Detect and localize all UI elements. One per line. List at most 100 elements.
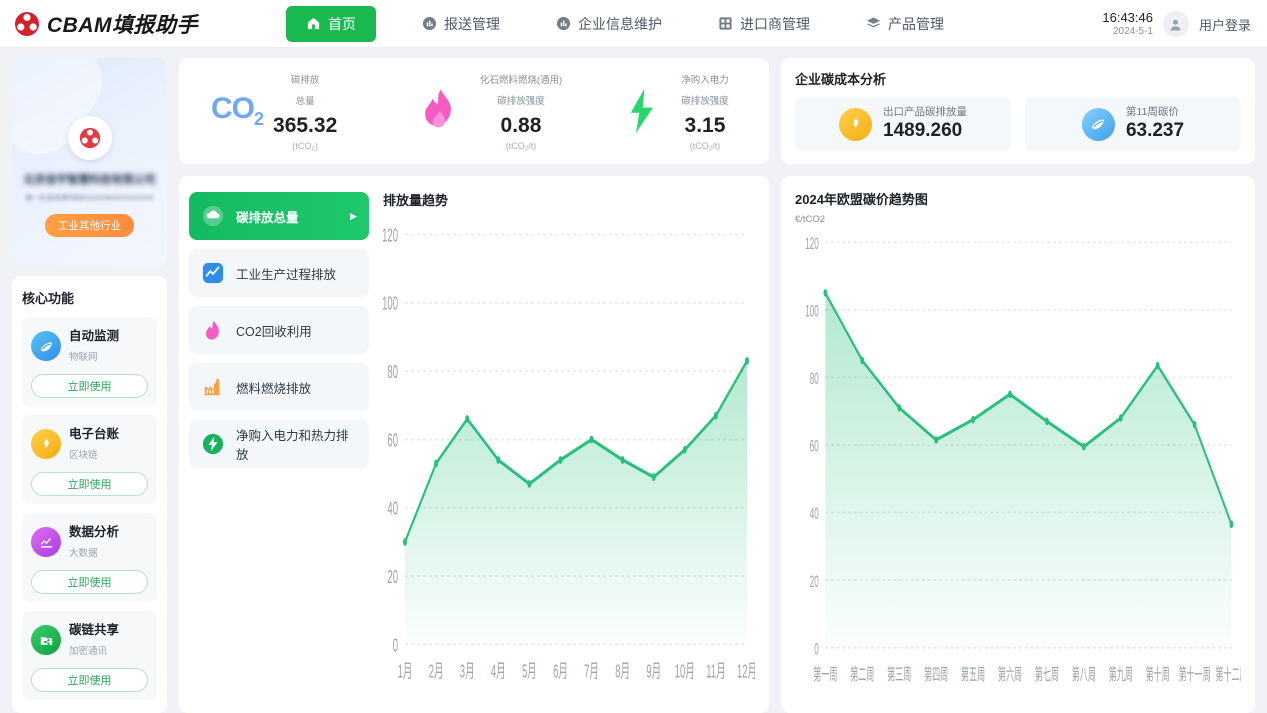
clock-date: 2024-5-1 — [1112, 25, 1153, 37]
company-card: 北京信宇智慧科技有限公司 统一社会信用代码91110108XXXXXXXXX 工… — [12, 58, 167, 266]
eu-price-card: 2024年欧盟碳价趋势图 €/tCO2 0 20 40 60 80 100 120 第一周 第二… — [781, 176, 1255, 713]
emission-menu-item-power[interactable]: 净购入电力和热力排放 — [189, 420, 369, 468]
avatar[interactable] — [1162, 11, 1189, 37]
nav-label-report: 报送管理 — [444, 15, 500, 32]
svg-text:7月: 7月 — [584, 663, 599, 683]
svg-text:120: 120 — [805, 234, 818, 253]
svg-text:40: 40 — [387, 500, 398, 520]
emission-menu-label: 工业生产过程排放 — [236, 267, 337, 282]
eu-price-plot: 0 20 40 60 80 100 120 第一周 第二周 第三周 第四周 第五周 第六周 第七周 第八周第… — [795, 227, 1241, 705]
feature-desc: 加密通讯 — [69, 646, 108, 657]
carbon-cost-title: 企业碳成本分析 — [795, 72, 887, 87]
svg-text:2月: 2月 — [429, 663, 444, 683]
main-nav: 首页 报送管理 企业信息维护 进口商管理 产品管理 — [286, 5, 954, 42]
cost-label: 第11周碳价 — [1125, 105, 1179, 118]
svg-text:第四周: 第四周 — [924, 665, 948, 684]
svg-text:第七周: 第七周 — [1035, 665, 1059, 684]
co2-icon: CO2 — [211, 91, 264, 129]
emission-trend-card: 碳排放总量 ▶ 工业生产过程排放 CO2回收利用 — [179, 176, 769, 713]
user-login-label[interactable]: 用户登录 — [1198, 17, 1251, 33]
emission-menu-label: 燃料燃烧排放 — [236, 381, 312, 396]
feature-item-ledger[interactable]: 电子台账 区块链 立即使用 — [22, 415, 157, 504]
stats-strip: CO2 碳排放 总量 365.32 (tCO₂) 化石燃料燃烧(通用) 碳排放强… — [179, 58, 769, 164]
stat-label-line2: 碳排放强度 — [497, 96, 545, 107]
globe-icon — [1081, 107, 1115, 141]
feature-use-button[interactable]: 立即使用 — [31, 668, 148, 692]
factory-icon — [201, 375, 225, 399]
feature-item-auto-monitor[interactable]: 自动监测 物联网 立即使用 — [22, 317, 157, 406]
company-logo-icon — [67, 116, 112, 160]
svg-text:12月: 12月 — [737, 663, 755, 683]
cost-box-export: 出口产品碳排放量 1489.260 — [795, 97, 1011, 151]
nav-item-report[interactable]: 报送管理 — [412, 7, 510, 41]
company-subtitle: 统一社会信用代码91110108XXXXXXXXX — [25, 195, 154, 202]
svg-text:120: 120 — [382, 226, 398, 246]
emission-trend-svg: 0 20 40 60 80 100 120 1月 2月 3月 4月 5月 6月 7月 8月 9月 10月 11月 1… — [382, 226, 755, 683]
company-name: 北京信宇智慧科技有限公司 — [23, 174, 156, 186]
analytics-icon — [31, 527, 61, 557]
stat-label-line1: 化石燃料燃烧(通用) — [479, 75, 563, 87]
svg-text:60: 60 — [810, 436, 819, 455]
cost-value: 63.237 — [1125, 119, 1185, 141]
eu-price-svg: 020406080100120第一周 第二周 第三周 第四周 第五周 第六周 第七周 第八周第… — [805, 234, 1241, 684]
stat-card-total: CO2 碳排放 总量 365.32 (tCO₂) — [185, 69, 395, 153]
chart-title: 排放量趋势 — [383, 193, 449, 208]
svg-text:第十二周: 第十二周 — [1215, 665, 1241, 684]
svg-text:0: 0 — [814, 639, 818, 658]
feature-desc: 区块链 — [69, 450, 98, 461]
nav-item-product[interactable]: 产品管理 — [856, 7, 954, 41]
svg-text:第二周: 第二周 — [850, 665, 874, 684]
chart-title: 2024年欧盟碳价趋势图 — [795, 192, 928, 207]
stat-label-line1: 碳排放 — [290, 75, 320, 87]
chart-y-axis-label: €/tCO2 — [795, 214, 826, 225]
svg-text:8月: 8月 — [615, 663, 630, 683]
nav-item-importer[interactable]: 进口商管理 — [708, 7, 820, 41]
nav-item-enterprise[interactable]: 企业信息维护 — [546, 7, 672, 41]
building-icon — [556, 16, 571, 31]
left-column: CO2 碳排放 总量 365.32 (tCO₂) 化石燃料燃烧(通用) 碳排放强… — [179, 58, 769, 713]
emission-menu-item-industrial[interactable]: 工业生产过程排放 — [189, 249, 369, 297]
user-icon — [1171, 19, 1181, 30]
nav-label-enterprise: 企业信息维护 — [578, 15, 662, 32]
svg-text:4月: 4月 — [491, 663, 506, 683]
emission-menu-item-recycle[interactable]: CO2回收利用 — [189, 306, 369, 354]
svg-text:60: 60 — [387, 431, 398, 451]
svg-text:40: 40 — [810, 504, 819, 523]
industry-tag: 工业其他行业 — [45, 214, 134, 237]
cost-box-price: 第11周碳价 63.237 — [1025, 97, 1241, 151]
main-content: CO2 碳排放 总量 365.32 (tCO₂) 化石燃料燃烧(通用) 碳排放强… — [179, 58, 1255, 713]
chart-line-icon — [201, 261, 225, 285]
svg-text:9月: 9月 — [646, 663, 661, 683]
feature-use-button[interactable]: 立即使用 — [31, 374, 148, 398]
stat-value: 3.15 — [684, 113, 726, 137]
cost-value: 1489.260 — [883, 119, 963, 141]
brand-logo: CBAM填报助手 — [14, 9, 198, 39]
stat-unit: (tCO₂) — [292, 141, 318, 152]
svg-text:第六周: 第六周 — [998, 665, 1022, 684]
header-right: 16:43:46 2024-5-1 用户登录 — [1102, 0, 1251, 48]
emission-menu-label: 净购入电力和热力排放 — [236, 429, 349, 462]
clock-time: 16:43:46 — [1102, 9, 1153, 25]
clock: 16:43:46 2024-5-1 — [1102, 9, 1153, 37]
chevron-right-icon: ▶ — [350, 210, 357, 221]
nav-item-home[interactable]: 首页 — [286, 5, 376, 42]
feature-use-button[interactable]: 立即使用 — [31, 570, 148, 594]
ledger-icon — [839, 107, 872, 141]
feature-item-chain-share[interactable]: 碳链共享 加密通讯 立即使用 — [22, 611, 157, 700]
stat-unit: (tCO₂/t) — [689, 141, 721, 152]
svg-text:80: 80 — [387, 363, 398, 383]
core-features-title: 核心功能 — [22, 291, 75, 306]
feature-name: 电子台账 — [69, 427, 120, 441]
emission-menu-label: 碳排放总量 — [236, 210, 299, 225]
svg-text:5月: 5月 — [522, 663, 537, 683]
emission-menu-item-fuel[interactable]: 燃料燃烧排放 — [189, 363, 369, 411]
svg-text:第三周: 第三周 — [887, 665, 911, 684]
stat-unit: (tCO₂/t) — [505, 141, 537, 152]
feature-use-button[interactable]: 立即使用 — [31, 472, 148, 496]
svg-text:20: 20 — [810, 572, 819, 591]
svg-text:第九周: 第九周 — [1109, 665, 1133, 684]
feature-item-analytics[interactable]: 数据分析 大数据 立即使用 — [22, 513, 157, 602]
emission-menu-item-total[interactable]: 碳排放总量 ▶ — [189, 192, 369, 240]
svg-text:100: 100 — [805, 301, 818, 320]
svg-text:100: 100 — [382, 295, 398, 315]
